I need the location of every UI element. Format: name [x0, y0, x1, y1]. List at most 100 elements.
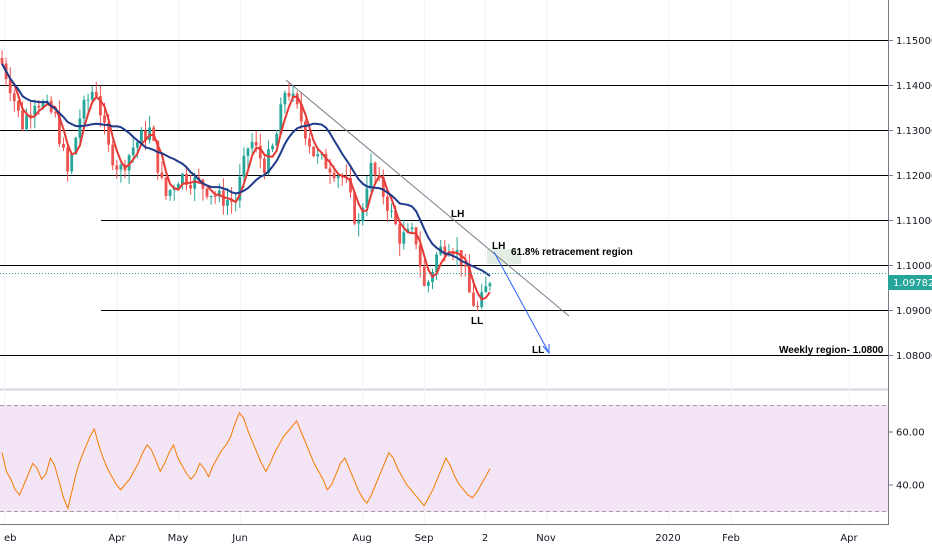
candle-body-39 [160, 172, 164, 178]
lower-high-label-1[interactable]: LH [451, 209, 464, 220]
candle-body-115 [472, 292, 475, 306]
rsi-line[interactable] [1, 411, 491, 511]
candle-body-29 [119, 164, 123, 170]
candle-body-19 [78, 118, 82, 138]
candle-body-56 [230, 200, 233, 202]
horizontal-levels[interactable] [0, 40, 888, 356]
price-tick-label-4: 1.11000 [896, 216, 932, 227]
candle-body-101 [414, 227, 418, 245]
rsi-tick-label-1: 40.00 [896, 481, 925, 492]
candle-body-74 [304, 121, 307, 139]
candlesticks[interactable] [0, 50, 492, 312]
candle-body-24 [99, 96, 102, 116]
candle-body-114 [468, 266, 471, 293]
time-axis[interactable]: eb Apr May Jun Aug Sep 2 Nov 2020 Feb Apr [4, 533, 859, 544]
candle-body-42 [172, 188, 176, 191]
candle-body-2 [8, 79, 12, 94]
descending-trendline[interactable] [285, 79, 570, 317]
candle-body-5 [21, 110, 24, 130]
candle-body-43 [176, 184, 180, 189]
candle-body-26 [107, 122, 110, 145]
price-tick-label-2: 1.13000 [896, 126, 932, 137]
lower-low-label-2[interactable]: LL [532, 345, 544, 356]
candle-body-40 [164, 177, 168, 197]
price-tick-label-7: 1.08000 [896, 351, 932, 362]
candle-body-52 [213, 195, 217, 197]
rsi-axis[interactable]: 60.00 40.00 [888, 428, 925, 492]
candle-body-46 [189, 184, 192, 189]
candle-body-3 [12, 93, 16, 102]
price-tick-label-1: 1.14000 [896, 81, 932, 92]
time-tick-label-5: Sep [415, 533, 434, 544]
time-tick-label-7: Nov [536, 533, 556, 544]
candle-body-81 [332, 172, 336, 179]
price-axis[interactable]: 1.15000 1.14000 1.13000 1.12000 1.11000 1.100… [888, 36, 932, 362]
candle-body-28 [115, 165, 119, 170]
candle-body-77 [316, 154, 320, 157]
candle-body-73 [299, 104, 303, 122]
candle-body-70 [287, 92, 291, 97]
candle-body-15 [62, 143, 65, 148]
candle-body-53 [217, 190, 221, 197]
lower-high-label-2[interactable]: LH [492, 241, 505, 252]
candle-body-7 [29, 114, 33, 116]
slow-moving-average-line[interactable] [1, 63, 491, 277]
current-price-label: 1.09782 [893, 278, 932, 289]
candle-body-93 [381, 177, 385, 197]
candle-body-9 [37, 105, 41, 108]
candle-body-45 [185, 173, 188, 185]
candle-body-106 [435, 254, 438, 273]
projection-arrow-head [542, 344, 550, 355]
candle-body-103 [422, 266, 426, 286]
candle-body-67 [275, 133, 279, 146]
candle-body-96 [394, 210, 397, 225]
candle-body-118 [484, 286, 488, 293]
candle-body-0 [0, 58, 4, 64]
price-tick-label-5: 1.10000 [896, 261, 932, 272]
candle-body-51 [209, 195, 213, 197]
candle-body-108 [443, 246, 447, 256]
candle-body-71 [291, 93, 295, 97]
candle-body-104 [427, 282, 430, 286]
candle-body-60 [246, 148, 250, 156]
candle-body-88 [361, 207, 365, 222]
candle-body-90 [369, 162, 373, 189]
candle-body-64 [263, 158, 266, 173]
candle-body-100 [410, 227, 414, 230]
candle-body-86 [353, 192, 356, 224]
candle-body-87 [357, 221, 361, 224]
candle-body-59 [242, 155, 246, 177]
retracement-label[interactable]: 61.8% retracement region [511, 247, 633, 258]
time-tick-label-10: Apr [840, 533, 858, 544]
candle-body-25 [103, 115, 106, 123]
candle-body-91 [373, 162, 377, 176]
price-pane[interactable] [0, 0, 888, 388]
candle-body-32 [131, 147, 135, 156]
candle-body-16 [66, 147, 69, 172]
weekly-region-label[interactable]: Weekly region- 1.0800 [779, 345, 884, 356]
candle-body-89 [365, 188, 369, 208]
candle-body-102 [418, 244, 422, 267]
candle-body-21 [86, 99, 90, 101]
candle-body-66 [271, 145, 274, 150]
candle-body-62 [254, 141, 258, 146]
candle-body-44 [181, 173, 184, 185]
candle-body-119 [488, 283, 492, 287]
fast-moving-average-line[interactable] [1, 63, 491, 301]
price-tick-label-3: 1.12000 [896, 171, 932, 182]
projection-arrow-line[interactable] [493, 251, 549, 352]
lower-low-label-1[interactable]: LL [471, 316, 483, 327]
retracement-region-box[interactable] [487, 249, 521, 264]
current-price-badge[interactable] [888, 275, 932, 290]
candle-body-20 [82, 99, 86, 119]
candle-body-47 [193, 177, 197, 189]
candle-body-113 [463, 265, 467, 267]
time-tick-label-4: Aug [352, 533, 372, 544]
candle-body-68 [279, 104, 283, 134]
candle-body-50 [205, 188, 209, 197]
candle-body-41 [168, 190, 172, 197]
candle-body-76 [312, 146, 315, 157]
candle-body-33 [135, 141, 139, 148]
candle-body-14 [58, 112, 61, 144]
